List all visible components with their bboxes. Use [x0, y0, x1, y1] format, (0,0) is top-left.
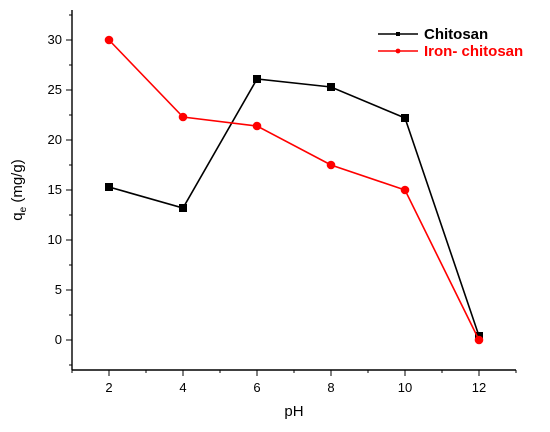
legend-marker [395, 48, 401, 54]
x-tick-label: 2 [105, 380, 112, 395]
data-point [326, 160, 336, 170]
y-ticks: 0 5 10 15 20 25 30 [48, 14, 72, 366]
data-point [327, 83, 335, 91]
data-point [252, 121, 262, 131]
y-axis-title-main: q [9, 212, 26, 220]
y-axis-title-unit: (mg/g) [9, 159, 26, 207]
data-point [400, 185, 410, 195]
x-tick-label: 8 [327, 380, 334, 395]
data-point [474, 335, 484, 345]
y-axis-title-subscript: e [18, 206, 29, 212]
legend-label: Iron- chitosan [424, 43, 523, 60]
x-axis-title: pH [284, 403, 303, 420]
y-tick-label: 20 [48, 132, 62, 147]
y-tick-label: 5 [55, 282, 62, 297]
y-tick-label: 0 [55, 332, 62, 347]
series-line [108, 78, 480, 337]
y-axis-title: qe (mg/g) [9, 159, 29, 220]
legend-marker [396, 32, 400, 36]
y-tick-label: 10 [48, 232, 62, 247]
data-point [178, 112, 188, 122]
x-tick-label: 4 [179, 380, 186, 395]
x-tick-label: 10 [398, 380, 412, 395]
y-tick-label: 25 [48, 82, 62, 97]
x-ticks: 2 4 6 8 10 12 [71, 370, 517, 395]
data-point [179, 204, 187, 212]
data-point [104, 35, 114, 45]
data-point [105, 183, 113, 191]
series-layer [104, 35, 484, 345]
series-line [108, 39, 480, 341]
data-point [253, 75, 261, 83]
y-tick-label: 15 [48, 182, 62, 197]
x-tick-label: 12 [472, 380, 486, 395]
data-point [401, 114, 409, 122]
x-tick-label: 6 [253, 380, 260, 395]
legend-label: Chitosan [424, 26, 488, 43]
y-tick-label: 30 [48, 32, 62, 47]
